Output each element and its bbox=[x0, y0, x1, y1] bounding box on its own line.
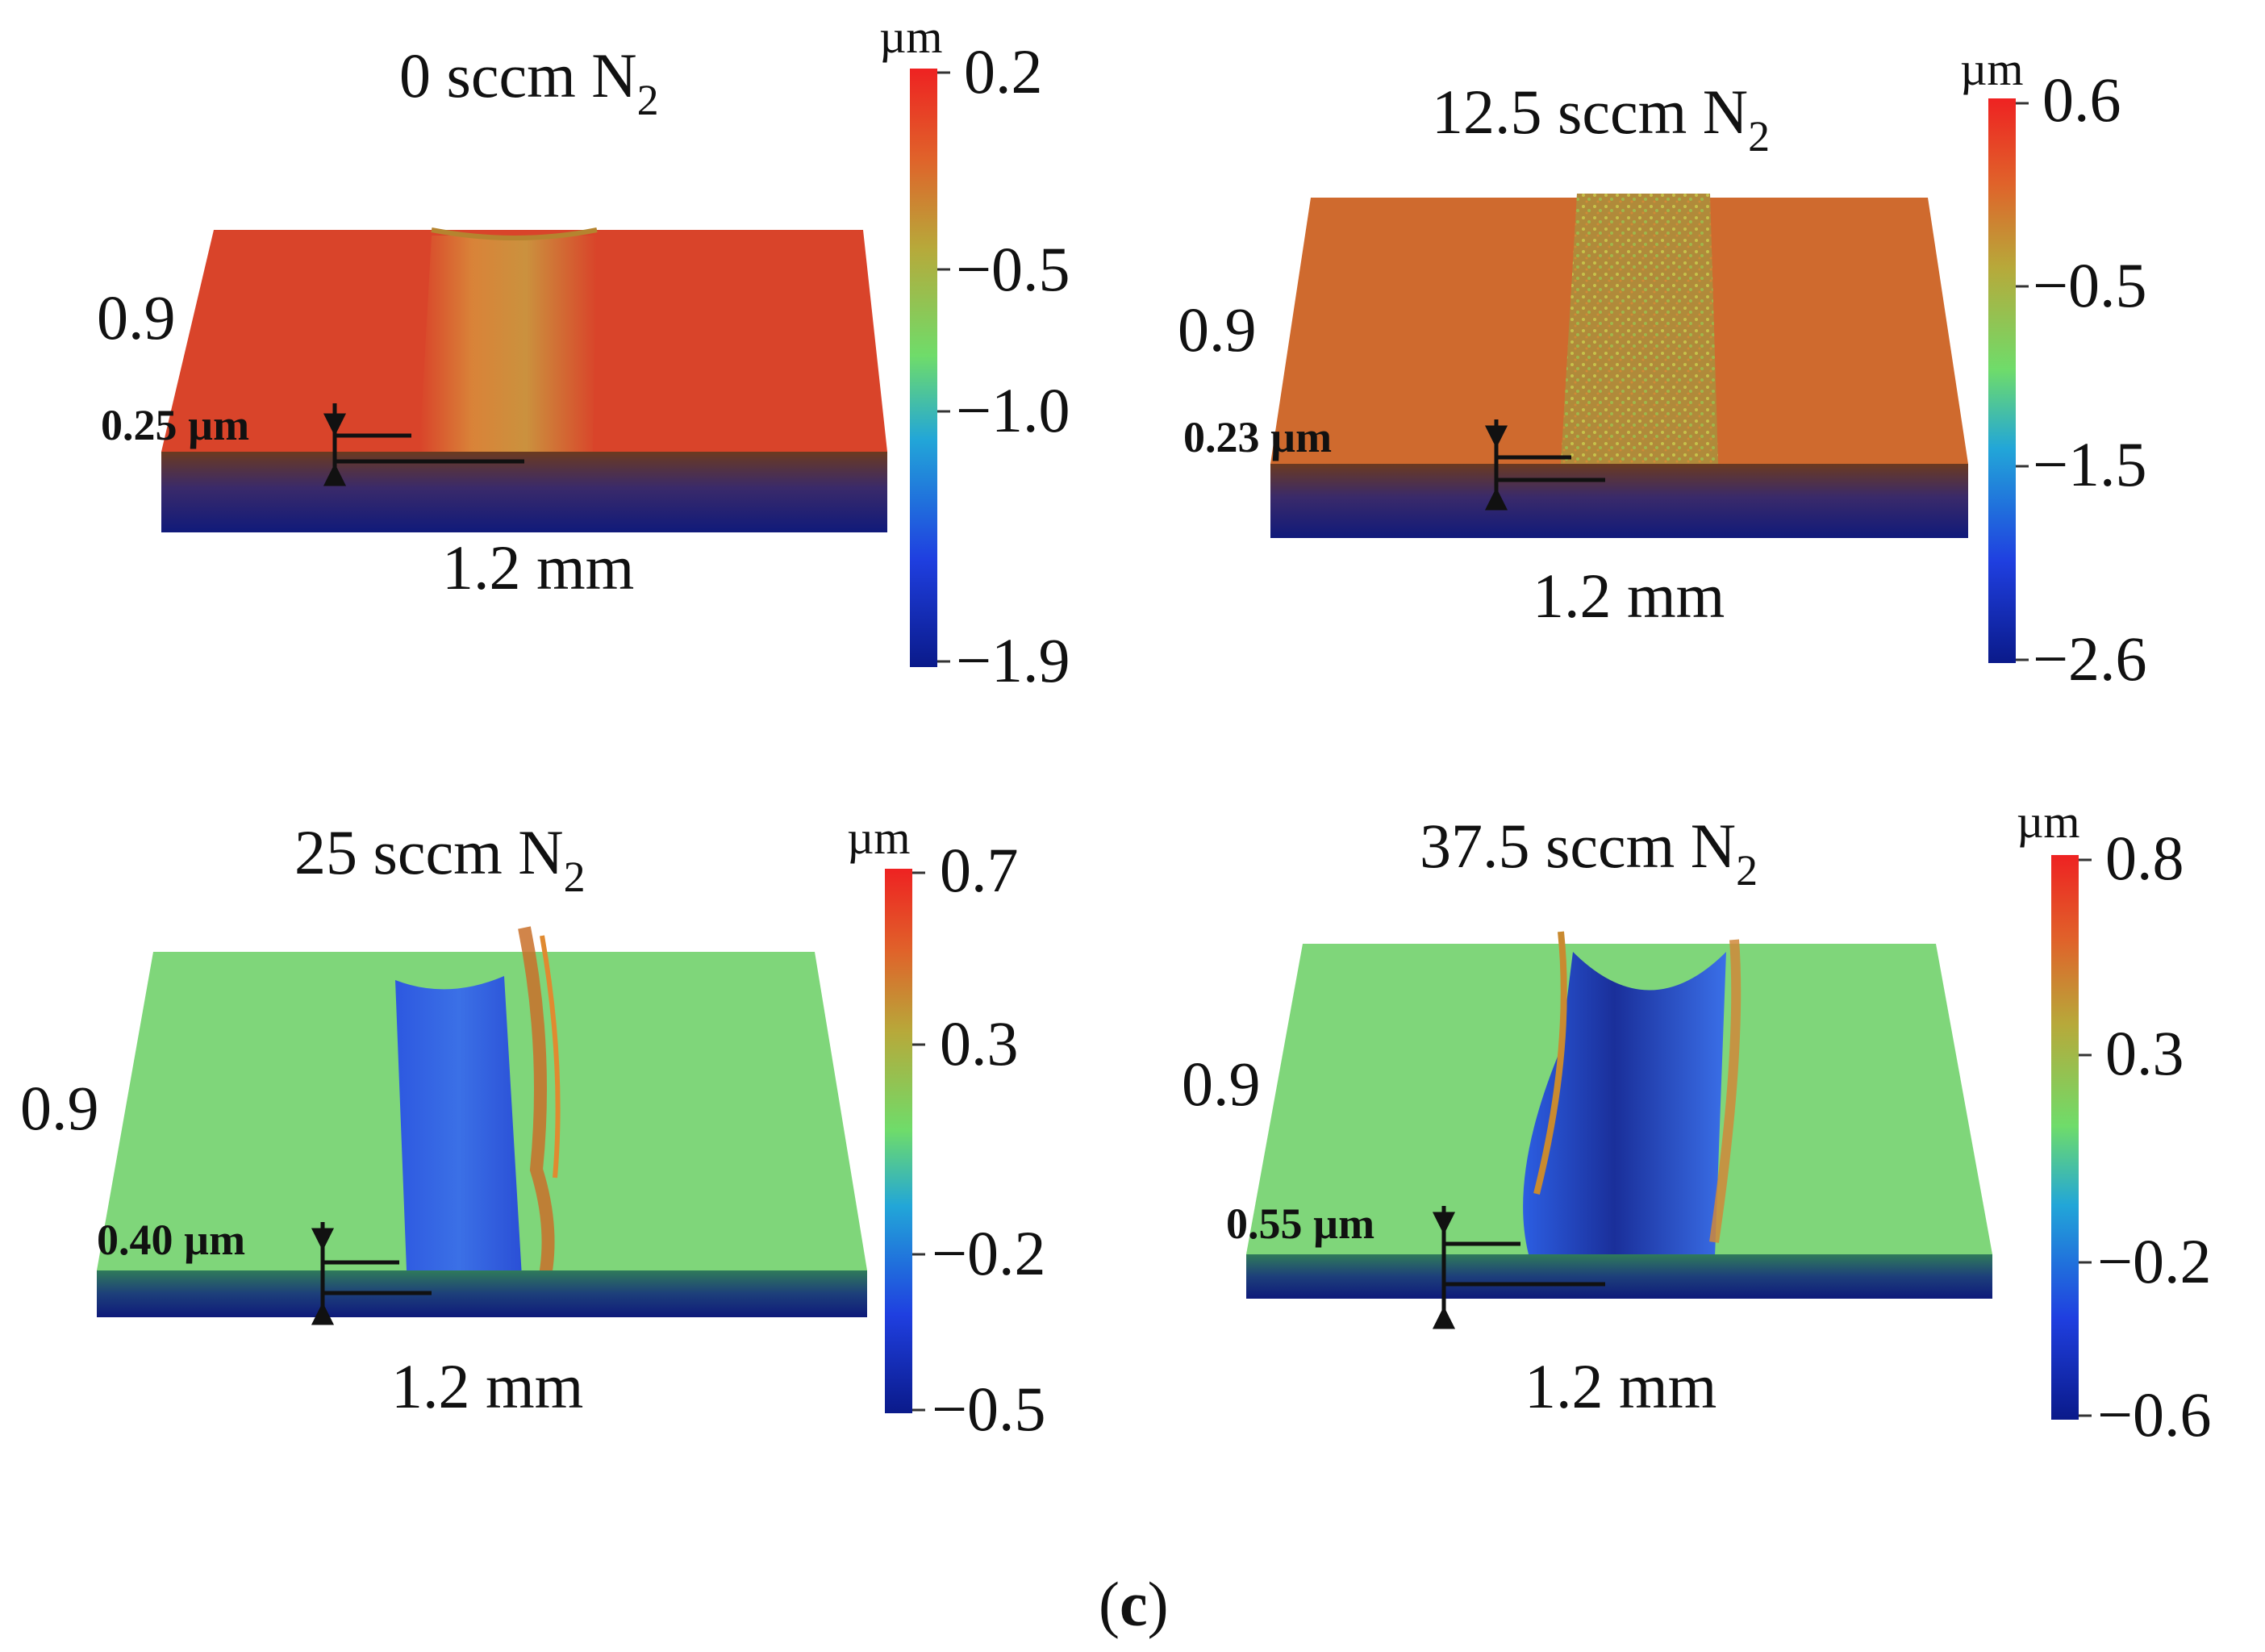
colorbar-ticks bbox=[937, 71, 950, 663]
sample-side-face bbox=[161, 452, 887, 532]
panel-title: 0 sccm N2 bbox=[399, 40, 659, 124]
track-depth-label: 0.23 µm bbox=[1183, 413, 1332, 461]
colorbar-tick-label: −0.5 bbox=[932, 1374, 1046, 1444]
colorbar-tick-label: 0.6 bbox=[2042, 65, 2121, 135]
colorbar-unit: µm bbox=[879, 10, 943, 63]
colorbar-unit: µm bbox=[1960, 43, 2024, 95]
colorbar-tick-label: −0.5 bbox=[956, 234, 1070, 304]
depth-axis-label: 0.9 bbox=[1178, 294, 1257, 365]
colorbar bbox=[2051, 855, 2079, 1420]
track-depth-label: 0.55 µm bbox=[1226, 1199, 1374, 1248]
colorbar-tick-label: −0.2 bbox=[932, 1218, 1046, 1288]
width-label: 1.2 mm bbox=[1525, 1351, 1716, 1421]
sample-side-face bbox=[1246, 1254, 1992, 1299]
depth-marker bbox=[1484, 419, 1605, 511]
depth-marker bbox=[323, 403, 524, 486]
panel-12-5-sccm: 12.5 sccm N2 0.9 1.2 mm 0.23 µm µm 0.6 −… bbox=[1178, 43, 2147, 694]
track-depth-label: 0.40 µm bbox=[97, 1216, 245, 1264]
colorbar bbox=[885, 869, 912, 1413]
wear-track bbox=[395, 976, 523, 1297]
panel-title: 37.5 sccm N2 bbox=[1420, 811, 1758, 895]
figure-caption: (c) bbox=[1099, 1569, 1169, 1639]
colorbar-tick-label: −1.9 bbox=[956, 625, 1070, 695]
width-label: 1.2 mm bbox=[442, 532, 634, 603]
colorbar-tick-label: −1.0 bbox=[956, 375, 1070, 445]
colorbar-tick-label: −0.6 bbox=[2097, 1379, 2212, 1450]
panel-0-sccm: 0 sccm N2 0.9 1.2 mm 0.25 µm µm 0.2 −0.5… bbox=[97, 10, 1070, 695]
colorbar bbox=[910, 69, 937, 667]
colorbar-ticks bbox=[2016, 102, 2029, 661]
track-edge-debris bbox=[518, 926, 555, 1292]
track-edge-debris bbox=[1533, 931, 1567, 1195]
colorbar-tick-label: −2.6 bbox=[2033, 624, 2147, 694]
colorbar-unit: µm bbox=[847, 811, 911, 864]
colorbar-ticks bbox=[2079, 858, 2092, 1417]
colorbar-tick-label: −0.5 bbox=[2033, 250, 2147, 320]
colorbar bbox=[1988, 98, 2016, 663]
track-depth-label: 0.25 µm bbox=[101, 401, 249, 449]
depth-axis-label: 0.9 bbox=[20, 1073, 99, 1143]
sample-side-face bbox=[97, 1270, 867, 1317]
colorbar-tick-label: 0.8 bbox=[2105, 823, 2184, 893]
colorbar-tick-label: 0.7 bbox=[940, 835, 1019, 905]
depth-marker bbox=[1432, 1206, 1605, 1329]
wear-track bbox=[1561, 194, 1718, 464]
track-dip-edge bbox=[431, 227, 598, 240]
track-edge-debris bbox=[540, 935, 561, 1179]
panel-25-sccm: 25 sccm N2 0.9 1.2 mm 0.40 µm µm 0.7 0.3… bbox=[20, 811, 1046, 1444]
width-label: 1.2 mm bbox=[1533, 561, 1725, 631]
wear-track bbox=[1523, 952, 1726, 1285]
panel-title: 25 sccm N2 bbox=[294, 817, 586, 901]
colorbar-tick-label: 0.2 bbox=[964, 36, 1043, 106]
panel-37-5-sccm: 37.5 sccm N2 0.9 1.2 mm 0.55 µm µm 0.8 0… bbox=[1182, 795, 2212, 1450]
wear-track bbox=[419, 236, 597, 452]
colorbar-ticks bbox=[912, 871, 925, 1412]
track-edge-debris bbox=[1709, 939, 1742, 1243]
sample-side-face bbox=[1270, 464, 1968, 538]
panel-title: 12.5 sccm N2 bbox=[1432, 77, 1770, 161]
colorbar-tick-label: 0.3 bbox=[2105, 1018, 2184, 1088]
colorbar-tick-label: −1.5 bbox=[2033, 429, 2147, 499]
depth-axis-label: 0.9 bbox=[1182, 1049, 1261, 1119]
width-label: 1.2 mm bbox=[391, 1351, 583, 1421]
colorbar-tick-label: −0.2 bbox=[2097, 1226, 2212, 1296]
colorbar-tick-label: 0.3 bbox=[940, 1008, 1019, 1078]
depth-marker bbox=[311, 1222, 432, 1325]
colorbar-unit: µm bbox=[2017, 795, 2080, 848]
depth-axis-label: 0.9 bbox=[97, 282, 176, 353]
